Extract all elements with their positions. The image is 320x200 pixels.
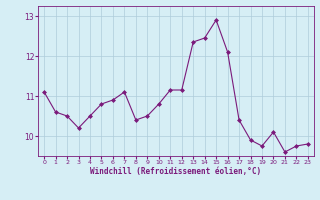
X-axis label: Windchill (Refroidissement éolien,°C): Windchill (Refroidissement éolien,°C): [91, 167, 261, 176]
